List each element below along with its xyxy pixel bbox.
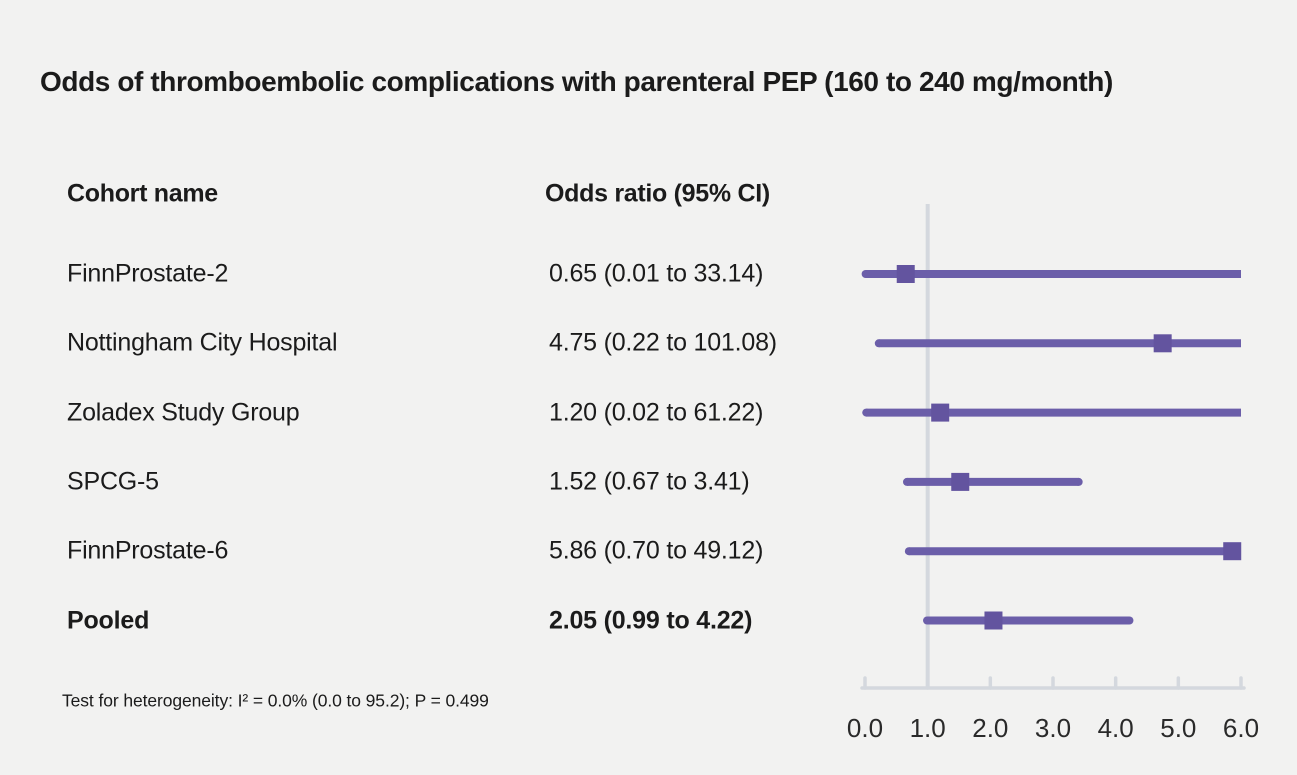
ci-cap-high — [1074, 477, 1083, 486]
x-axis-tick-label: 5.0 — [1160, 713, 1196, 743]
ci-cap-low — [862, 408, 871, 417]
cohort-name: FinnProstate-6 — [67, 536, 229, 565]
column-header-cohort-name: Cohort name — [67, 179, 218, 208]
odds-ratio-value: 5.86 (0.70 to 49.12) — [549, 536, 764, 565]
cohort-name: Pooled — [67, 606, 150, 634]
ci-cap-high — [1125, 616, 1134, 625]
ci-cap-low — [902, 477, 911, 486]
odds-ratio-value: 1.52 (0.67 to 3.41) — [549, 467, 750, 496]
cohort-name: Zoladex Study Group — [67, 398, 300, 427]
ci-cap-low — [904, 547, 913, 556]
or-marker — [951, 472, 970, 491]
cohort-name: Nottingham City Hospital — [67, 328, 338, 357]
x-axis-tick-label: 4.0 — [1098, 713, 1134, 743]
x-axis-tick-label: 2.0 — [972, 713, 1008, 743]
x-axis-tick-label: 0.0 — [847, 713, 883, 743]
pooled-or-marker — [984, 611, 1003, 630]
odds-ratio-value: 2.05 (0.99 to 4.22) — [549, 606, 753, 634]
column-header-odds-ratio: Odds ratio (95% CI) — [545, 179, 770, 208]
x-axis-tick-label: 6.0 — [1223, 713, 1259, 743]
or-marker — [1153, 334, 1172, 353]
cohort-name: SPCG-5 — [67, 467, 159, 496]
x-axis-tick-label: 1.0 — [910, 713, 946, 743]
or-marker — [1223, 542, 1242, 561]
chart-title: Odds of thromboembolic complications wit… — [40, 66, 1113, 97]
odds-ratio-value: 4.75 (0.22 to 101.08) — [549, 328, 777, 357]
or-marker — [896, 265, 915, 283]
heterogeneity-note: Test for heterogeneity: I² = 0.0% (0.0 t… — [62, 690, 489, 711]
cohort-name: FinnProstate-2 — [67, 259, 229, 288]
ci-cap-low — [874, 339, 883, 348]
odds-ratio-value: 0.65 (0.01 to 33.14) — [549, 259, 764, 288]
or-marker — [931, 403, 950, 422]
x-axis-tick-label: 3.0 — [1035, 713, 1071, 743]
ci-cap-low — [861, 270, 870, 278]
odds-ratio-value: 1.20 (0.02 to 61.22) — [549, 398, 764, 427]
ci-cap-low — [923, 616, 932, 625]
